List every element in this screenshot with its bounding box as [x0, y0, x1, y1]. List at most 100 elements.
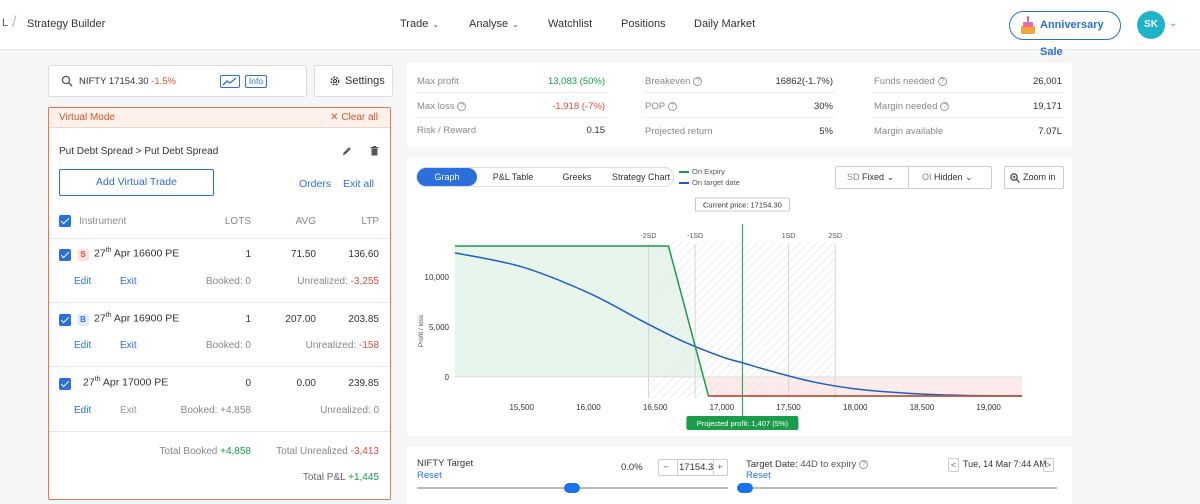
tab-strategy-chart[interactable]: Strategy Chart — [611, 172, 671, 182]
x-tick-label: 19,000 — [976, 403, 1001, 412]
nav-trade[interactable]: Trade ⌄ — [400, 18, 439, 30]
next-date-button[interactable]: > — [1043, 458, 1054, 472]
booked-value: Booked: 0 — [205, 340, 251, 351]
target-date-slider-thumb[interactable] — [737, 483, 753, 493]
nav-positions[interactable]: Positions — [621, 18, 666, 30]
orders-link[interactable]: Orders — [299, 178, 332, 190]
oi-value: Hidden — [934, 172, 963, 182]
sd-label: SD — [847, 172, 860, 182]
row-checkbox[interactable] — [59, 314, 71, 326]
total-booked: Total Booked +4,858 — [129, 446, 251, 457]
expiry-day: 27 — [94, 247, 106, 260]
days-to-expiry: 44D to expiry — [800, 459, 857, 470]
margin-needed-label: Margin needed? — [874, 101, 950, 112]
oi-dropdown[interactable]: OI Hidden ⌄ — [922, 167, 973, 188]
decrement-button[interactable]: − — [663, 462, 669, 473]
nav-daily-market[interactable]: Daily Market — [694, 18, 756, 30]
unrealized-amount: -3,255 — [350, 276, 379, 287]
y-tick-label: 0 — [445, 373, 450, 382]
sd-label: 2SD — [828, 233, 842, 240]
chart-icon[interactable] — [220, 75, 240, 88]
virtual-mode-label: Virtual Mode — [59, 112, 115, 123]
help-icon[interactable]: ? — [668, 101, 678, 111]
unrealized-value: Unrealized: -158 — [269, 340, 379, 351]
exit-link[interactable]: Exit — [120, 340, 137, 351]
anniversary-sale-button[interactable]: Anniversary Sale — [1009, 11, 1121, 58]
strike-label: Apr 17000 PE — [100, 376, 169, 389]
previous-date-button[interactable]: < — [948, 458, 959, 472]
increment-button[interactable]: + — [717, 462, 723, 473]
nifty-target-label: NIFTY Target — [417, 458, 474, 469]
max-loss-text: Max loss — [417, 101, 455, 112]
divider — [49, 238, 390, 239]
divider — [643, 92, 835, 93]
chevron-down-icon[interactable]: ⌄ — [1169, 18, 1178, 29]
lots-value: 1 — [245, 249, 251, 260]
avatar[interactable]: SK — [1137, 11, 1165, 39]
select-all-checkbox[interactable] — [59, 215, 71, 227]
tab-greeks[interactable]: Greeks — [562, 172, 592, 182]
edit-link[interactable]: Edit — [74, 405, 92, 416]
zoom-in-button[interactable]: Zoom in — [1004, 166, 1064, 189]
breadcrumb-root[interactable]: L — [2, 17, 9, 29]
add-virtual-trade-button[interactable]: Add Virtual Trade — [59, 169, 214, 196]
nifty-target-reset[interactable]: Reset — [417, 470, 442, 481]
divider — [713, 460, 714, 475]
help-icon[interactable]: ? — [693, 76, 703, 86]
info-button[interactable]: Info — [245, 75, 267, 88]
expiry-day: 27 — [83, 376, 95, 389]
anniversary-sale-label: Anniversary Sale — [1040, 19, 1104, 58]
unrealized-amount: 0 — [373, 405, 379, 416]
trash-icon[interactable] — [370, 146, 379, 156]
expiry-day: 27 — [94, 312, 106, 325]
virtual-mode-header: Virtual Mode ✕ Clear all — [49, 108, 390, 128]
edit-link[interactable]: Edit — [74, 276, 92, 287]
total-unrealized: Total Unrealized -3,413 — [259, 446, 379, 457]
edit-icon[interactable] — [342, 146, 352, 156]
settings-button[interactable]: Settings — [314, 65, 393, 97]
clear-all-label: Clear all — [341, 112, 378, 123]
help-icon[interactable]: ? — [859, 459, 869, 469]
close-icon: ✕ — [330, 112, 342, 123]
row-checkbox[interactable] — [59, 378, 71, 390]
row-checkbox[interactable] — [59, 249, 71, 261]
exit-link[interactable]: Exit — [120, 276, 137, 287]
pop-text: POP — [645, 101, 666, 112]
nav-watchlist[interactable]: Watchlist — [548, 18, 593, 30]
gear-icon — [330, 76, 340, 86]
profit-zone — [455, 246, 704, 377]
legend-on-expiry: On Expiry — [679, 167, 725, 176]
divider — [872, 92, 1064, 93]
unrealized-label: Unrealized: — [305, 340, 359, 351]
tab-pnl-table[interactable]: P&L Table — [492, 172, 534, 182]
current-price-box — [695, 197, 790, 212]
clear-all-button[interactable]: ✕ Clear all — [330, 112, 378, 123]
sd-value: Fixed — [862, 172, 885, 182]
instrument-search[interactable]: NIFTY 17154.30 -1.5% Info — [48, 65, 307, 97]
nifty-target-input[interactable]: 17154.3 — [679, 462, 714, 473]
column-header-instrument: Instrument — [79, 216, 127, 227]
exit-all-link[interactable]: Exit all — [343, 178, 374, 190]
strike-label: Apr 16900 PE — [111, 312, 180, 325]
x-tick-label: 18,500 — [910, 403, 935, 412]
help-icon[interactable]: ? — [457, 101, 467, 111]
nav-trade-label: Trade — [400, 18, 429, 30]
help-icon[interactable]: ? — [937, 76, 947, 86]
edit-link[interactable]: Edit — [74, 340, 92, 351]
column-header-avg: AVG — [295, 216, 316, 227]
tab-graph[interactable]: Graph — [417, 168, 477, 186]
exit-link: Exit — [120, 405, 137, 416]
legend-swatch — [679, 182, 689, 185]
nav-analyse[interactable]: Analyse ⌄ — [469, 18, 519, 30]
payoff-chart[interactable]: -2SD -1SD 1SD 2SD 0 5,000 10,000 Profit / loss 1… — [407, 194, 1072, 434]
target-date-slider-track[interactable] — [737, 487, 1057, 489]
nifty-target-slider-thumb[interactable] — [564, 483, 580, 493]
target-date-reset[interactable]: Reset — [746, 470, 771, 481]
breakeven-value: 16862(-1.7%) — [775, 76, 833, 87]
ltp-value: 239.85 — [348, 378, 379, 389]
x-tick-label: 17,000 — [710, 403, 735, 412]
help-icon[interactable]: ? — [940, 101, 950, 111]
target-percent: 0.0% — [621, 462, 643, 473]
sd-dropdown[interactable]: SD Fixed ⌄ — [847, 167, 894, 188]
ltp-value: 136.60 — [348, 249, 379, 260]
